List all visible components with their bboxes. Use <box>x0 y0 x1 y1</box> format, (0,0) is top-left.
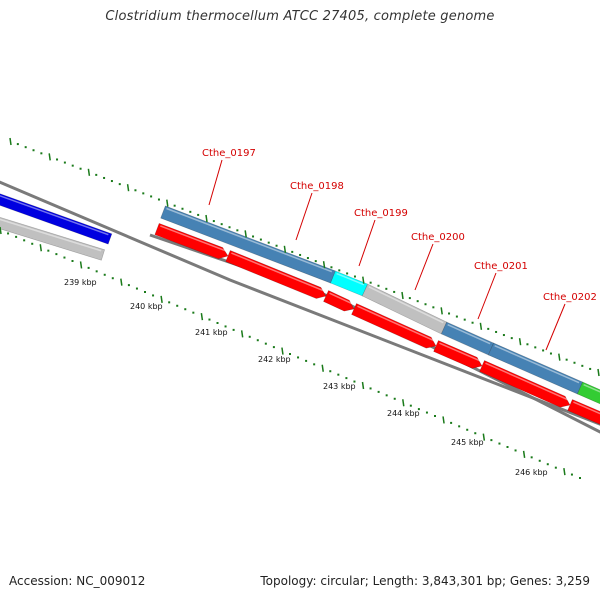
gene-label[interactable]: Cthe_0197 <box>202 148 256 159</box>
map-title: Clostridium thermocellum ATCC 27405, com… <box>105 9 495 24</box>
genome-summary: Topology: circular; Length: 3,843,301 bp… <box>260 574 590 588</box>
feature-blue <box>0 190 113 245</box>
feature-gray <box>0 214 106 261</box>
tick-label: 246 kbp <box>515 468 548 477</box>
gene-label[interactable]: Cthe_0200 <box>411 232 465 243</box>
tick-label: 240 kbp <box>130 302 163 311</box>
gene-callout-line <box>545 303 566 351</box>
gene-label[interactable]: Cthe_0201 <box>474 261 528 272</box>
feature-red-arrow <box>351 303 437 349</box>
tick-label: 239 kbp <box>64 278 97 287</box>
feature-red-arrow <box>567 399 600 426</box>
tick-row-inner <box>0 226 581 479</box>
tick-label: 242 kbp <box>258 355 291 364</box>
feature-red-arrow <box>479 360 571 408</box>
gene-label[interactable]: Cthe_0198 <box>290 181 344 192</box>
feature-steelblue <box>487 342 584 395</box>
gene-label[interactable]: Cthe_0199 <box>354 208 408 219</box>
accession-label: Accession: NC_009012 <box>9 574 146 588</box>
tick-row-outer <box>9 137 600 377</box>
feature-cyan <box>330 270 368 297</box>
feature-red-arrow <box>433 340 483 369</box>
feature-red-arrow <box>323 290 355 312</box>
tick-label: 245 kbp <box>451 438 484 447</box>
feature-green <box>576 381 600 409</box>
gene-callout-line <box>358 219 376 267</box>
gene-label[interactable]: Cthe_0202 <box>543 292 597 303</box>
feature-red-arrow <box>154 223 229 260</box>
backbone-line-upper <box>0 180 600 426</box>
tick-label: 243 kbp <box>323 382 356 391</box>
feature-gray <box>361 283 448 335</box>
feature-red-arrow <box>225 250 327 299</box>
gene-callout-line <box>414 243 434 291</box>
gene-callout-line <box>477 272 497 320</box>
feature-steelblue <box>440 321 495 356</box>
gene-callout-line <box>295 192 313 241</box>
gene-callout-line <box>208 159 223 206</box>
tick-label: 244 kbp <box>387 409 420 418</box>
tick-label: 241 kbp <box>195 328 228 337</box>
